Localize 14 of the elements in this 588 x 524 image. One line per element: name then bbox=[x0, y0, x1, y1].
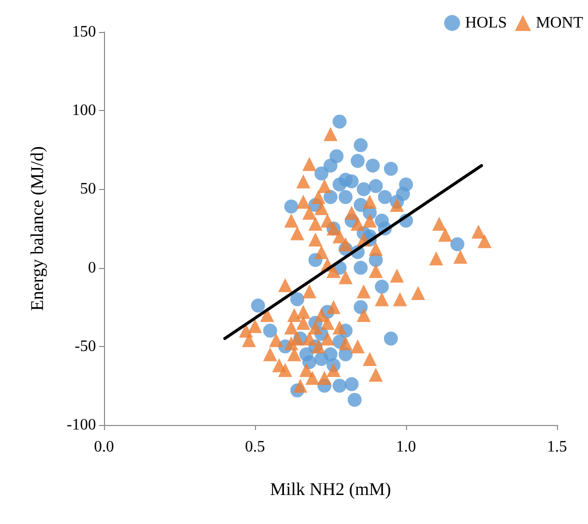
x-axis-title: Milk NH2 (mM) bbox=[270, 479, 392, 499]
y-tick-label: 100 bbox=[72, 102, 96, 120]
y-tick-label: 150 bbox=[72, 24, 96, 40]
y-tick-label: -100 bbox=[66, 416, 96, 434]
x-tick-label: 1.0 bbox=[396, 438, 416, 456]
x-tick-label: 1.5 bbox=[547, 438, 567, 456]
y-tick-label: -50 bbox=[74, 338, 96, 355]
legend-label: MONT bbox=[536, 14, 584, 32]
x-tick-label: 0.5 bbox=[245, 438, 265, 456]
y-tick-label: 50 bbox=[80, 180, 96, 198]
x-tick-label: 0.0 bbox=[94, 438, 114, 456]
legend-label: HOLS bbox=[465, 14, 507, 32]
y-tick-label: 0 bbox=[88, 259, 96, 276]
y-axis-title: Energy balance (MJ/d) bbox=[27, 146, 47, 311]
